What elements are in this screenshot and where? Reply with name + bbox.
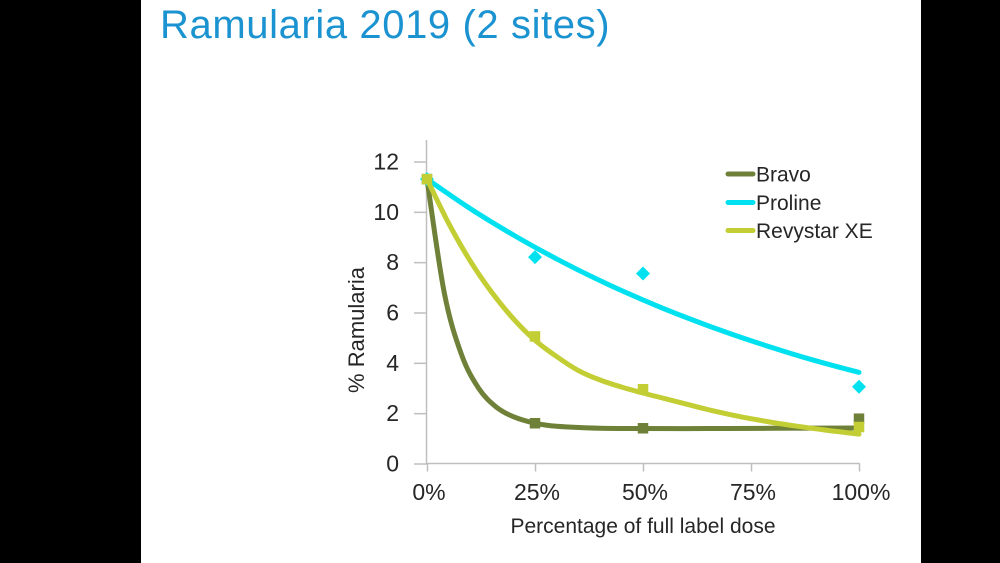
legend-label-proline: Proline [756,192,821,215]
x-tick-label: 100% [832,479,891,505]
legend-label-revystar: Revystar XE [756,220,873,243]
y-tick-label: 10 [373,199,399,225]
series-curve-revystar [424,176,862,437]
y-tick-label: 6 [386,300,399,326]
series-curve-proline [424,176,862,375]
marker-bravo [529,417,541,429]
right-letterbox-bar [921,0,1000,563]
x-tick-label: 75% [730,479,776,505]
x-tick-label: 25% [514,479,560,505]
marker-proline [528,250,542,265]
y-tick-label: 2 [386,400,399,426]
x-tick-label: 0% [412,479,445,505]
marker-revystar [853,421,865,433]
left-letterbox-bar [0,0,141,563]
y-tick-label: 12 [373,149,399,175]
marker-revystar [529,331,541,342]
marker-revystar [637,384,649,395]
x-axis-title: Percentage of full label dose [510,515,775,538]
marker-revystar [421,173,433,185]
y-tick-label: 0 [386,451,399,477]
y-axis-title: % Ramularia [344,266,369,393]
marker-bravo [637,423,649,434]
slide-title: Ramularia 2019 (2 sites) [160,3,611,47]
marker-proline [852,379,866,394]
marker-proline [636,266,650,281]
y-tick-label: 4 [386,350,399,376]
y-tick-label: 8 [386,249,399,275]
x-tick-label: 50% [622,479,668,505]
legend-label-bravo: Bravo [756,164,811,187]
marker-bravo [853,413,865,424]
